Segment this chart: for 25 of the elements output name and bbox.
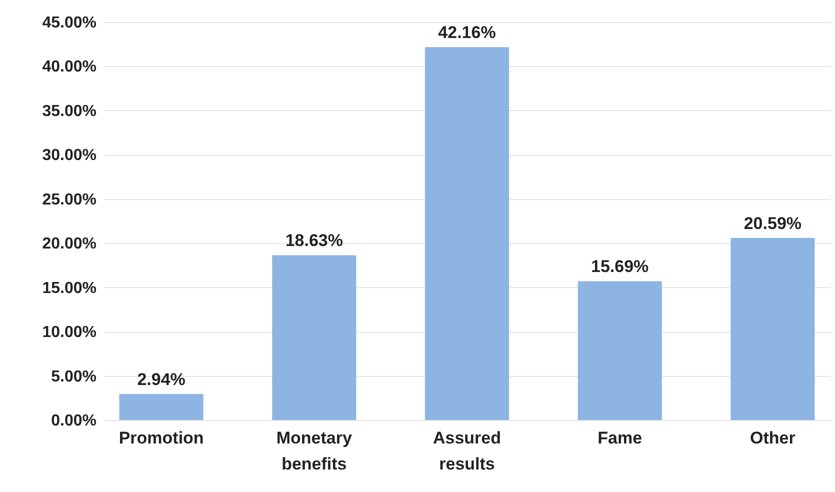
y-tick-label: 20.00% — [42, 236, 96, 253]
data-label: 18.63% — [285, 231, 343, 250]
bar — [119, 394, 204, 420]
y-tick-label: 35.00% — [42, 102, 96, 120]
x-tick-label: Other — [750, 428, 796, 448]
y-tick-label: 15.00% — [42, 280, 96, 297]
y-tick-label: 10.00% — [42, 324, 96, 342]
bar — [272, 255, 356, 420]
x-tick-label: Monetary benefits — [276, 428, 352, 474]
y-tick-label: 25.00% — [42, 191, 96, 208]
y-tick-label: 45.00% — [42, 14, 96, 32]
bar — [578, 281, 662, 420]
y-tick-label: 0.00% — [51, 412, 96, 430]
data-label: 42.16% — [438, 23, 496, 42]
x-tick-label: Promotion — [118, 428, 204, 448]
y-tick-label: 40.00% — [42, 58, 96, 76]
y-tick-label: 5.00% — [51, 368, 96, 386]
bar — [730, 238, 815, 420]
x-tick-label: Fame — [598, 428, 642, 448]
x-tick-label: Assured results — [432, 428, 502, 474]
data-label: 15.69% — [591, 257, 649, 276]
bar — [424, 47, 510, 420]
data-label: 2.94% — [137, 370, 186, 389]
data-label: 20.59% — [744, 214, 802, 233]
y-tick-label: 30.00% — [42, 147, 96, 164]
